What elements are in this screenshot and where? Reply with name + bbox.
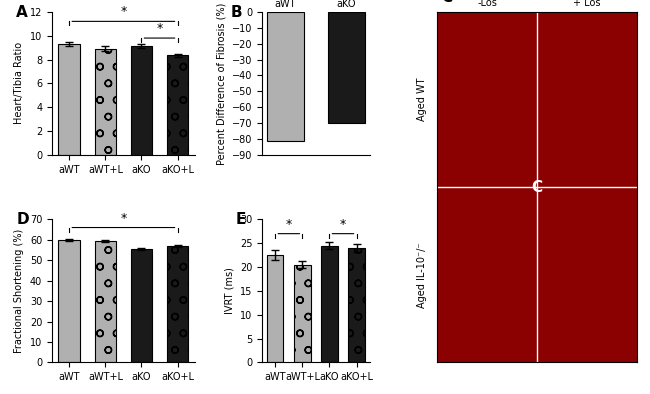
Bar: [267, 255, 283, 362]
Text: *: *: [120, 212, 127, 225]
Bar: [94, 241, 116, 362]
Bar: [131, 46, 152, 155]
Text: A: A: [16, 5, 28, 20]
Y-axis label: Heart/Tibia Ratio: Heart/Tibia Ratio: [14, 42, 24, 125]
Text: aWT: aWT: [275, 0, 296, 9]
Text: B: B: [230, 5, 242, 20]
Bar: [131, 249, 152, 362]
Bar: [166, 55, 188, 155]
Bar: [94, 49, 116, 155]
Text: -Los: -Los: [477, 0, 497, 8]
Text: Aged WT: Aged WT: [417, 78, 427, 121]
Text: Aged IL-10⁻/⁻: Aged IL-10⁻/⁻: [417, 242, 427, 308]
Text: C: C: [441, 0, 452, 5]
Y-axis label: Percent Difference of Fibrosis (%): Percent Difference of Fibrosis (%): [216, 2, 227, 165]
Bar: [58, 240, 80, 362]
Bar: [294, 265, 311, 362]
Text: *: *: [120, 6, 127, 19]
Bar: [267, 12, 304, 141]
Y-axis label: Fractional Shortening (%): Fractional Shortening (%): [14, 229, 24, 353]
Text: E: E: [235, 212, 246, 227]
Text: *: *: [157, 22, 162, 35]
Bar: [166, 246, 188, 362]
Bar: [328, 12, 365, 123]
Text: D: D: [16, 212, 29, 227]
Text: aKO: aKO: [337, 0, 356, 9]
Text: *: *: [340, 218, 346, 231]
Bar: [348, 248, 365, 362]
Bar: [321, 245, 337, 362]
Bar: [58, 44, 80, 155]
Text: C: C: [532, 180, 543, 195]
Text: + Los: + Los: [573, 0, 601, 8]
Y-axis label: IVRT (ms): IVRT (ms): [225, 268, 235, 314]
Text: *: *: [286, 218, 292, 231]
